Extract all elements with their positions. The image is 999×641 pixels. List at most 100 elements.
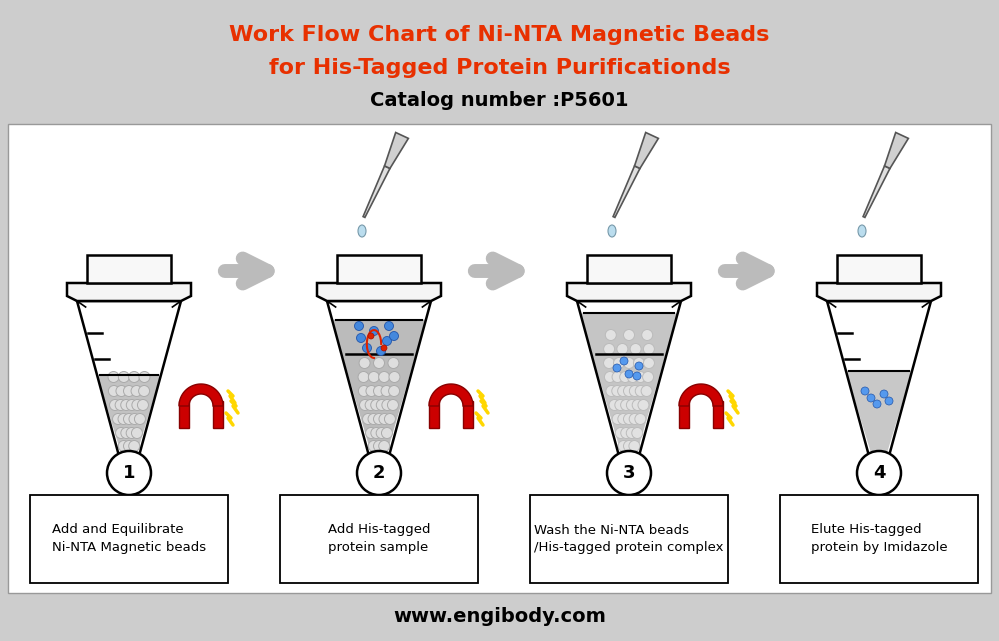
Ellipse shape — [358, 225, 366, 237]
Circle shape — [873, 400, 881, 408]
Circle shape — [382, 428, 393, 438]
Polygon shape — [846, 370, 912, 453]
Polygon shape — [67, 283, 191, 301]
Circle shape — [116, 385, 127, 397]
Text: Work Flow Chart of Ni-NTA Magnetic Beads: Work Flow Chart of Ni-NTA Magnetic Beads — [230, 25, 769, 45]
Circle shape — [382, 399, 393, 410]
Circle shape — [603, 358, 614, 369]
Circle shape — [857, 451, 901, 495]
Circle shape — [131, 385, 142, 397]
Circle shape — [616, 344, 627, 354]
Circle shape — [363, 413, 374, 424]
Circle shape — [620, 428, 631, 438]
Circle shape — [620, 399, 631, 410]
Ellipse shape — [608, 225, 616, 237]
Circle shape — [630, 344, 641, 354]
Bar — [780, 495, 978, 583]
Bar — [30, 495, 228, 583]
Circle shape — [623, 329, 634, 340]
Text: 1: 1 — [123, 464, 135, 482]
Circle shape — [379, 413, 390, 424]
Circle shape — [867, 394, 875, 402]
Polygon shape — [580, 313, 677, 453]
Circle shape — [118, 413, 129, 424]
Bar — [679, 401, 689, 428]
Circle shape — [374, 358, 385, 369]
Circle shape — [389, 385, 400, 397]
Circle shape — [641, 385, 652, 397]
Circle shape — [365, 399, 377, 410]
Circle shape — [643, 358, 654, 369]
Bar — [0, 0, 999, 124]
Circle shape — [605, 329, 616, 340]
Circle shape — [635, 372, 646, 383]
Circle shape — [625, 370, 633, 378]
Text: 2: 2 — [373, 464, 386, 482]
Circle shape — [385, 322, 394, 331]
Circle shape — [124, 385, 135, 397]
Circle shape — [634, 413, 645, 424]
Circle shape — [629, 440, 640, 451]
Polygon shape — [385, 133, 409, 169]
Circle shape — [613, 358, 624, 369]
Bar — [213, 401, 223, 428]
Polygon shape — [613, 166, 640, 217]
Circle shape — [139, 372, 150, 383]
Bar — [280, 495, 478, 583]
Circle shape — [369, 372, 380, 383]
Text: Catalog number :P5601: Catalog number :P5601 — [371, 90, 628, 110]
Polygon shape — [817, 283, 941, 301]
Circle shape — [635, 385, 646, 397]
Circle shape — [135, 413, 146, 424]
Circle shape — [388, 399, 399, 410]
Circle shape — [631, 428, 642, 438]
Bar — [179, 401, 189, 428]
Circle shape — [614, 399, 625, 410]
Circle shape — [129, 413, 140, 424]
Circle shape — [381, 345, 387, 351]
Circle shape — [107, 451, 151, 495]
Circle shape — [139, 385, 150, 397]
Circle shape — [366, 385, 377, 397]
Circle shape — [617, 385, 628, 397]
Circle shape — [121, 428, 132, 438]
Circle shape — [617, 413, 628, 424]
Circle shape — [379, 440, 390, 451]
Circle shape — [603, 344, 614, 354]
Circle shape — [629, 413, 640, 424]
Circle shape — [108, 372, 119, 383]
Circle shape — [620, 357, 628, 365]
Circle shape — [626, 428, 637, 438]
Bar — [0, 593, 999, 641]
Circle shape — [368, 333, 374, 339]
Circle shape — [126, 428, 137, 438]
Bar — [530, 495, 728, 583]
Polygon shape — [863, 166, 890, 217]
Circle shape — [612, 372, 623, 383]
Circle shape — [383, 337, 392, 345]
Circle shape — [118, 440, 129, 451]
Circle shape — [619, 372, 630, 383]
Circle shape — [379, 372, 390, 383]
Text: for His-Tagged Protein Purificationds: for His-Tagged Protein Purificationds — [269, 58, 730, 78]
Text: Add and Equilibrate
Ni-NTA Magnetic beads: Add and Equilibrate Ni-NTA Magnetic bead… — [52, 524, 206, 554]
Circle shape — [635, 362, 643, 370]
Circle shape — [357, 333, 366, 342]
Circle shape — [113, 413, 124, 424]
Circle shape — [880, 390, 888, 398]
Circle shape — [371, 399, 382, 410]
Polygon shape — [317, 283, 441, 301]
Circle shape — [370, 326, 379, 335]
Text: Wash the Ni-NTA beads
/His-tagged protein complex: Wash the Ni-NTA beads /His-tagged protei… — [534, 524, 723, 554]
Circle shape — [377, 428, 388, 438]
Circle shape — [118, 372, 129, 383]
Circle shape — [389, 372, 400, 383]
Circle shape — [363, 344, 372, 353]
Text: 3: 3 — [622, 464, 635, 482]
Polygon shape — [679, 384, 723, 406]
Circle shape — [642, 372, 653, 383]
Circle shape — [377, 399, 388, 410]
Circle shape — [611, 385, 622, 397]
Bar — [463, 401, 473, 428]
Bar — [587, 255, 671, 283]
